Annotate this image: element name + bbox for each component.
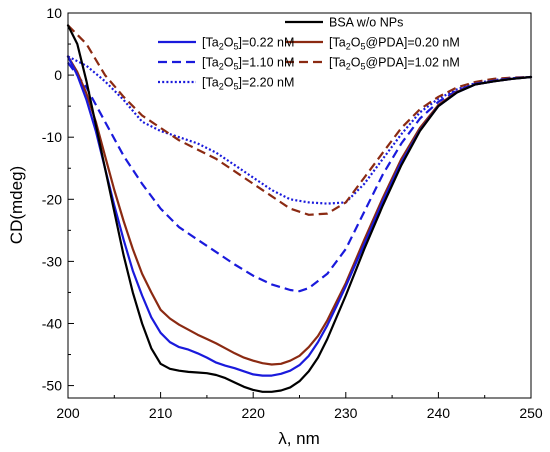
y-tick-label: -50 [42,378,62,394]
y-tick-label: 10 [46,5,62,21]
legend: BSA w/o NPs [Ta2O5@PDA]=0.20 nM [Ta2O5@PDA… [158,16,460,92]
legend-label: [Ta2O5]=2.20 nM [202,76,294,92]
y-tick-label: -10 [42,129,62,145]
legend-label: [Ta2O5@PDA]=1.02 nM [329,56,460,72]
y-tick-label: 0 [54,67,62,83]
series-line-bsa-w-o-nps [66,24,533,393]
x-tick-label: 250 [519,405,543,421]
x-tick-label: 220 [242,405,266,421]
legend-label: [Ta2O5]=0.22 nM [202,36,294,52]
y-tick-label: -20 [42,191,62,207]
x-tick-label: 210 [149,405,173,421]
series-line-ta2o5-2-20-nm [67,55,532,205]
legend-label: BSA w/o NPs [329,16,403,30]
series-layer [66,24,533,393]
y-tick-label: -30 [42,253,62,269]
axes-layer: 200 210 220 230 240 250 10 0 -10 -20 -30 -40 -50 [42,5,543,421]
series-line-ta2o5-1-10-nm [67,62,532,293]
y-axis-title: CD(mdeg) [7,166,26,244]
legend-label: [Ta2O5]=1.10 nM [202,56,294,72]
series-line-ta2o5-pda-0-20-nm [66,55,533,366]
x-tick-label: 230 [334,405,358,421]
x-tick-label: 240 [427,405,451,421]
x-tick-label: 200 [56,405,80,421]
y-tick-label: -40 [42,315,62,331]
legend-label: [Ta2O5@PDA]=0.20 nM [329,36,460,52]
series-line-ta2o5-pda-1-02-nm [67,24,532,216]
x-axis-title: λ, nm [278,429,320,448]
